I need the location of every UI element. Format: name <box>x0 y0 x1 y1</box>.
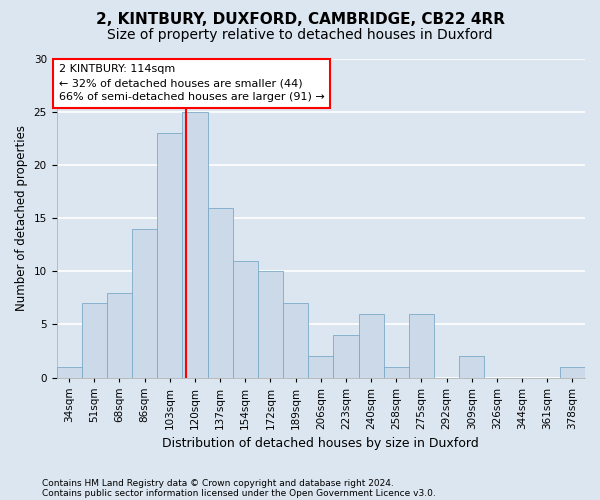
Text: 2, KINTBURY, DUXFORD, CAMBRIDGE, CB22 4RR: 2, KINTBURY, DUXFORD, CAMBRIDGE, CB22 4R… <box>95 12 505 28</box>
X-axis label: Distribution of detached houses by size in Duxford: Distribution of detached houses by size … <box>163 437 479 450</box>
Bar <box>308 356 334 378</box>
Bar <box>157 134 182 378</box>
Text: Size of property relative to detached houses in Duxford: Size of property relative to detached ho… <box>107 28 493 42</box>
Bar <box>459 356 484 378</box>
Bar <box>334 335 359 378</box>
Text: Contains HM Land Registry data © Crown copyright and database right 2024.: Contains HM Land Registry data © Crown c… <box>42 478 394 488</box>
Bar <box>233 260 258 378</box>
Text: 2 KINTBURY: 114sqm
← 32% of detached houses are smaller (44)
66% of semi-detache: 2 KINTBURY: 114sqm ← 32% of detached hou… <box>59 64 325 102</box>
Bar <box>359 314 383 378</box>
Bar <box>107 292 132 378</box>
Bar <box>409 314 434 378</box>
Y-axis label: Number of detached properties: Number of detached properties <box>15 126 28 312</box>
Text: Contains public sector information licensed under the Open Government Licence v3: Contains public sector information licen… <box>42 488 436 498</box>
Bar <box>82 303 107 378</box>
Bar <box>560 367 585 378</box>
Bar <box>56 367 82 378</box>
Bar <box>383 367 409 378</box>
Bar <box>132 229 157 378</box>
Bar <box>182 112 208 378</box>
Bar <box>283 303 308 378</box>
Bar <box>258 272 283 378</box>
Bar <box>208 208 233 378</box>
